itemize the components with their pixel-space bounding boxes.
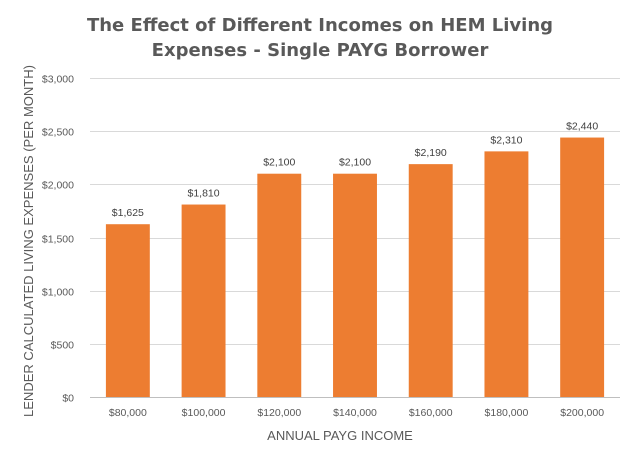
bars bbox=[105, 137, 605, 397]
x-tick-label: $160,000 bbox=[409, 407, 453, 419]
data-label: $2,100 bbox=[339, 157, 371, 169]
data-labels: $1,625 $1,810 $2,100 $2,100 $2,190 $2,310 $2,4… bbox=[112, 121, 599, 220]
y-tick-label: $0 bbox=[62, 393, 74, 405]
x-tick-label: $100,000 bbox=[182, 407, 226, 419]
x-tick-label: $80,000 bbox=[109, 407, 147, 419]
data-label: $2,100 bbox=[263, 157, 295, 169]
x-tick-label: $200,000 bbox=[560, 407, 604, 419]
x-tick-label: $140,000 bbox=[333, 407, 377, 419]
bar bbox=[105, 224, 150, 397]
bar bbox=[257, 173, 302, 397]
chart-title-line-1: The Effect of Different Incomes on HEM L… bbox=[87, 15, 553, 36]
data-label: $2,310 bbox=[490, 134, 522, 146]
y-tick-label: $1,500 bbox=[42, 234, 74, 246]
y-tick-label: $2,500 bbox=[42, 127, 74, 139]
bar bbox=[560, 137, 605, 397]
y-tick-label: $500 bbox=[51, 340, 75, 352]
x-axis-ticks: $80,000 $100,000 $120,000 $140,000 $160,000 $… bbox=[109, 407, 604, 419]
bar bbox=[333, 173, 377, 397]
chart-title-line-2: Expenses - Single PAYG Borrower bbox=[152, 40, 489, 61]
data-label: $2,190 bbox=[415, 147, 447, 159]
y-axis-title: LENDER CALCULATED LIVING EXPENSES (PER M… bbox=[21, 65, 36, 417]
y-tick-label: $3,000 bbox=[42, 74, 74, 86]
x-tick-label: $180,000 bbox=[485, 407, 529, 419]
y-axis-ticks: $0 $500 $1,000 $1,500 $2,000 $2,500 $3,000 bbox=[42, 74, 74, 405]
y-tick-label: $1,000 bbox=[42, 287, 74, 299]
bar bbox=[484, 151, 529, 397]
bar bbox=[408, 164, 453, 397]
data-label: $1,810 bbox=[188, 188, 220, 200]
y-tick-label: $2,000 bbox=[42, 180, 74, 192]
x-tick-label: $120,000 bbox=[257, 407, 301, 419]
bar bbox=[181, 204, 226, 397]
data-label: $2,440 bbox=[566, 121, 598, 133]
data-label: $1,625 bbox=[112, 207, 144, 219]
x-axis-title: ANNUAL PAYG INCOME bbox=[267, 428, 413, 443]
